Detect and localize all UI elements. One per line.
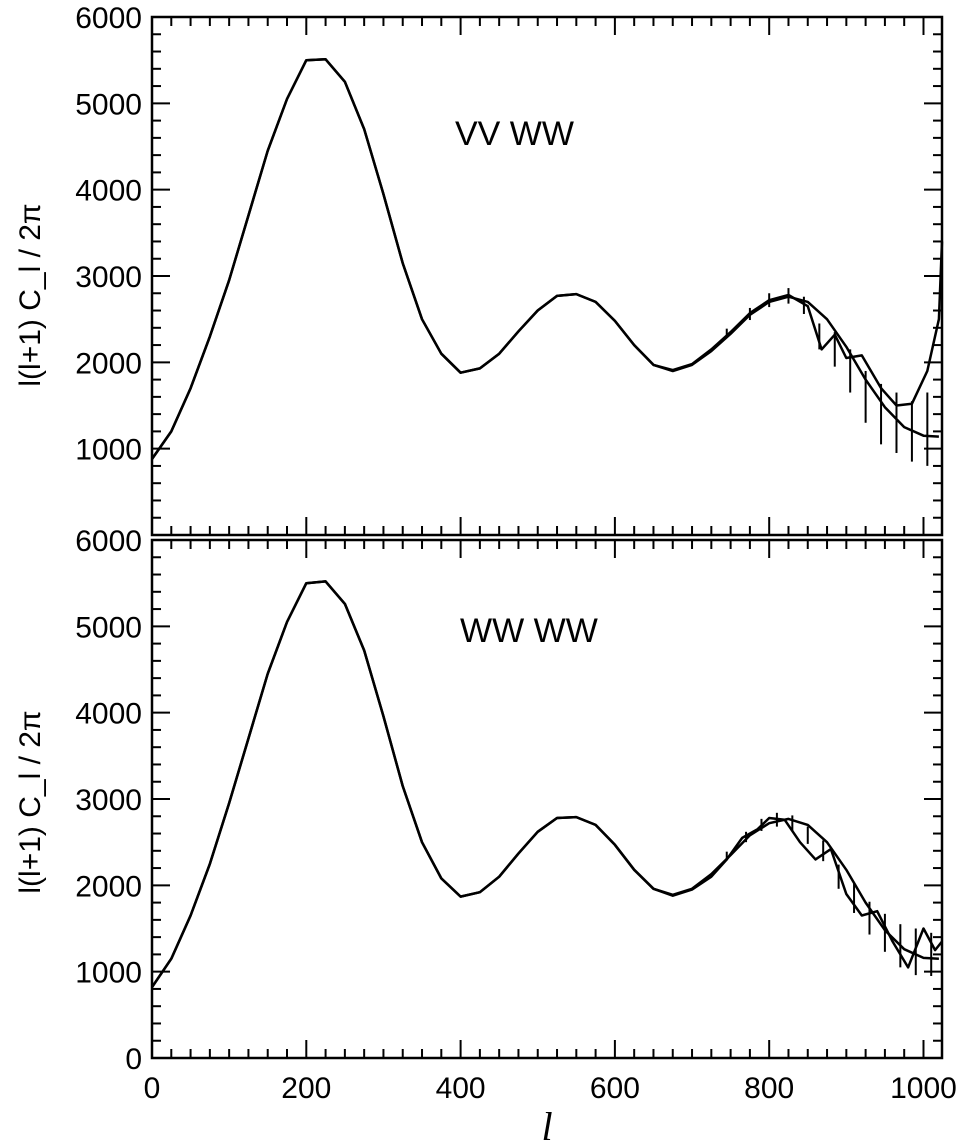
top-panel-ytick-labels: 1000 2000 3000 4000 5000 6000	[75, 2, 142, 467]
y-tick-label: 2000	[75, 870, 142, 903]
bottom-panel: 0 1000 2000 3000 4000 5000 6000 0 200 400 600 800 1…	[14, 525, 957, 1146]
bottom-panel-frame	[150, 538, 944, 1060]
top-panel-frame	[150, 15, 944, 537]
top-panel-lines	[150, 58, 944, 460]
top-panel-annotation: VV WW	[455, 115, 574, 153]
bottom-panel-ytick-labels: 0 1000 2000 3000 4000 5000 6000	[75, 525, 142, 1076]
y-tick-label: 1000	[75, 434, 142, 467]
bottom-panel-ticks	[151, 539, 942, 1059]
y-tick-label: 2000	[75, 347, 142, 380]
y-tick-label: 4000	[75, 175, 142, 208]
y-tick-label: 1000	[75, 957, 142, 990]
y-tick-label: 5000	[75, 611, 142, 644]
bottom-panel-y-axis-label: l(l+1) C_l / 2π	[14, 710, 47, 893]
bottom-panel-annotation: WW WW	[460, 612, 598, 650]
x-tick-label: 800	[744, 1072, 794, 1105]
y-tick-label: 6000	[75, 2, 142, 35]
y-tick-label: 5000	[75, 88, 142, 121]
x-tick-label: 400	[436, 1072, 486, 1105]
top-panel-error-bars	[725, 288, 929, 466]
y-tick-label: 3000	[75, 261, 142, 294]
y-tick-label: 6000	[75, 525, 142, 558]
y-tick-label: 4000	[75, 698, 142, 731]
bottom-panel-error-bars	[725, 812, 933, 976]
x-tick-label: 200	[281, 1072, 331, 1105]
x-axis-label: l	[541, 1104, 552, 1146]
x-tick-label: 1000	[890, 1072, 957, 1105]
top-panel-ticks	[151, 16, 942, 536]
series-line-2	[150, 58, 944, 460]
y-tick-label: 3000	[75, 784, 142, 817]
y-tick-label: 0	[125, 1043, 142, 1076]
x-tick-label: 600	[590, 1072, 640, 1105]
top-panel-y-axis-label: l(l+1) C_l / 2π	[14, 203, 47, 386]
bottom-panel-xtick-labels: 0 200 400 600 800 1000	[144, 1072, 957, 1105]
x-tick-label: 0	[144, 1072, 161, 1105]
top-panel: 1000 2000 3000 4000 5000 6000 VV WW l(l+1) C_…	[14, 2, 944, 537]
